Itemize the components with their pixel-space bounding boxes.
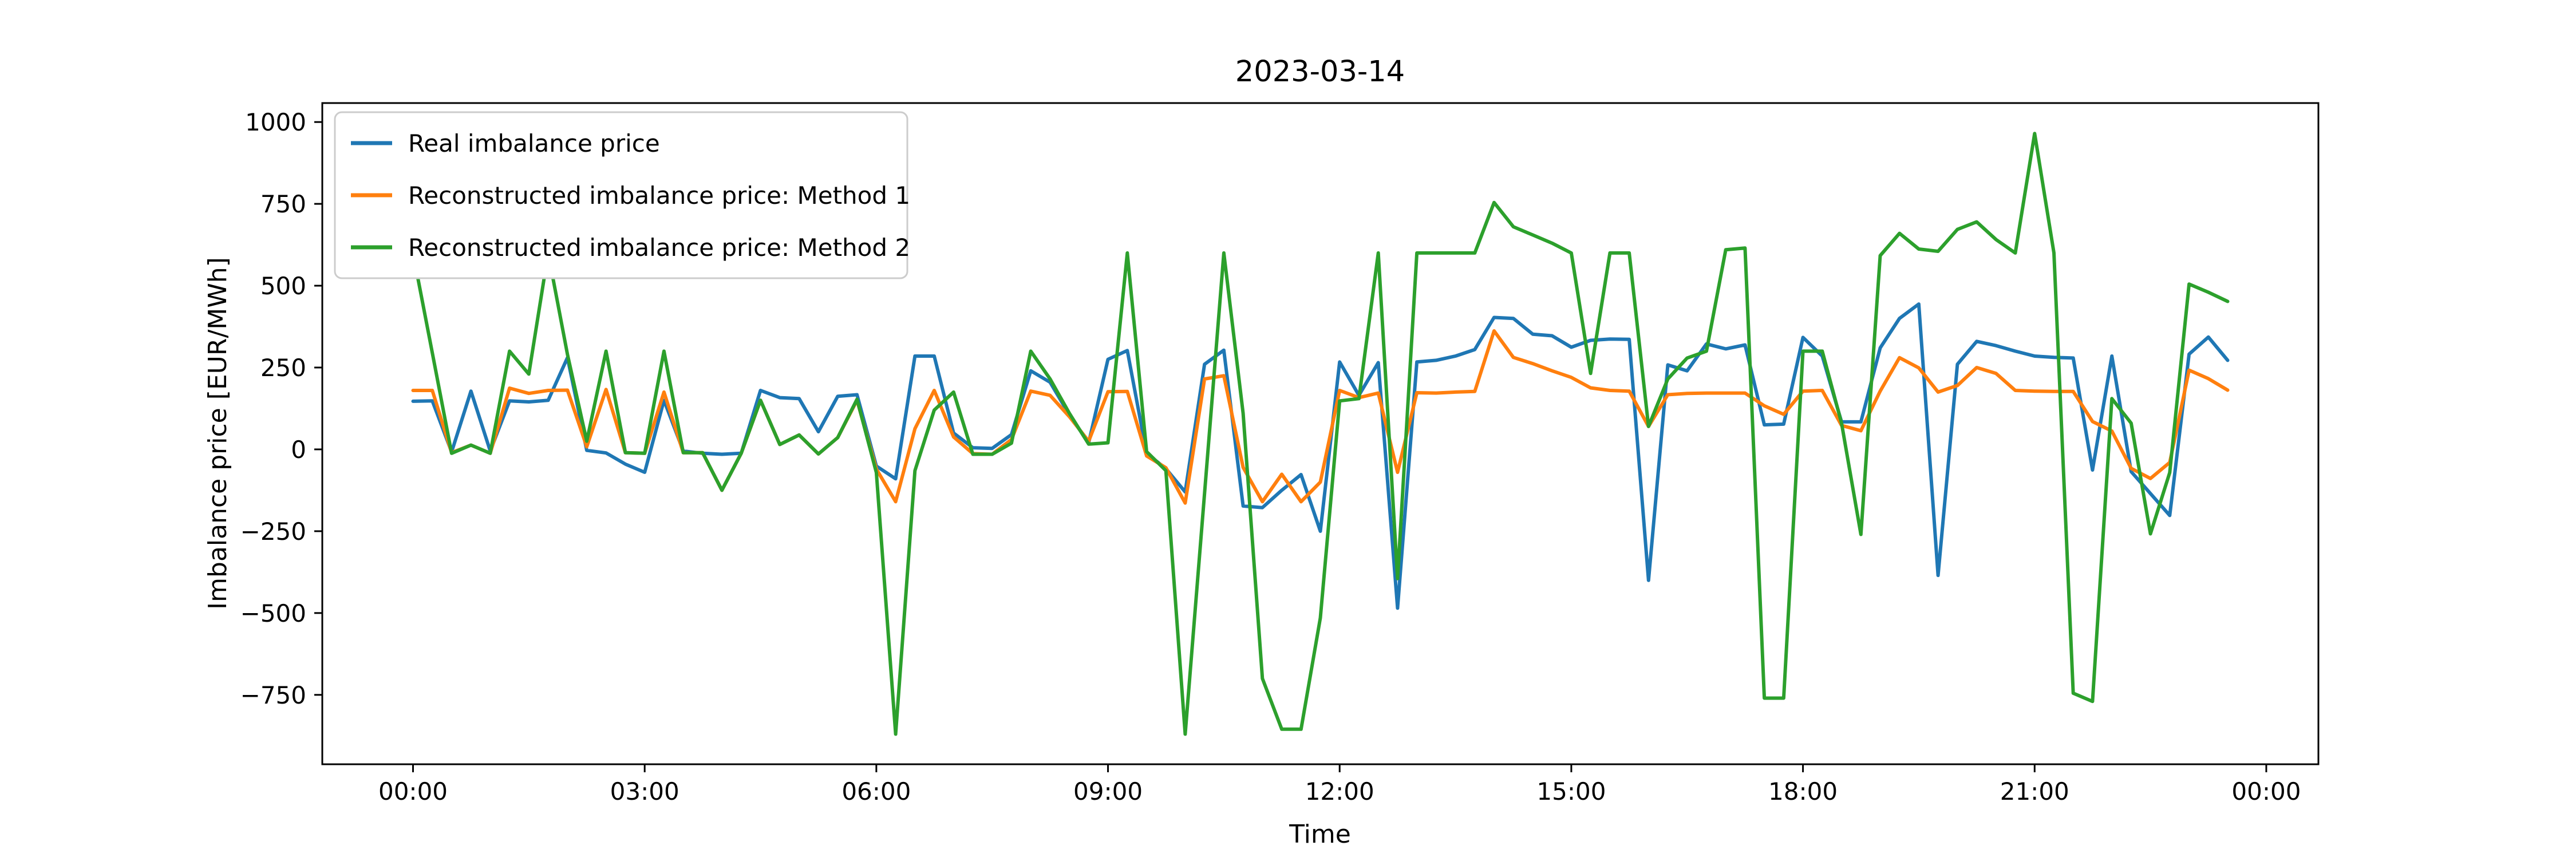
axis-ticks: 00:00 03:00 06:00 09:00 12:00 15:00 18:00 21:00…: [240, 108, 2301, 805]
x-tick-label: 06:00: [841, 777, 911, 805]
y-tick-label: 750: [260, 190, 306, 218]
x-tick-label: 15:00: [1536, 777, 1606, 805]
y-tick-label: 1000: [245, 108, 306, 136]
series-lines: [411, 132, 2230, 736]
y-tick-label: 0: [291, 436, 306, 464]
series-line-reconstructed-imbalance-price-method-2: [411, 132, 2230, 736]
x-axis-label: Time: [1289, 820, 1351, 849]
y-tick-label: −500: [240, 599, 306, 627]
x-tick-label: 00:00: [2231, 777, 2301, 805]
legend-label-reconstructed-imbalance-price-method-2: Reconstructed imbalance price: Method 2: [408, 234, 910, 262]
axes-spines: [321, 102, 2320, 765]
y-tick-label: −250: [240, 518, 306, 546]
x-tick-label: 09:00: [1073, 777, 1143, 805]
y-tick-label: −750: [240, 681, 306, 709]
x-tick-label: 18:00: [1768, 777, 1838, 805]
legend-label-real-imbalance-price: Real imbalance price: [408, 129, 660, 157]
x-tick-label: 00:00: [378, 777, 448, 805]
legend-box: [334, 111, 908, 279]
x-tick-label: 21:00: [2000, 777, 2069, 805]
x-tick-label: 03:00: [610, 777, 679, 805]
series-line-real-imbalance-price: [411, 302, 2230, 610]
legend: Real imbalance price Reconstructed imbala…: [334, 111, 910, 279]
legend-label-reconstructed-imbalance-price-method-1: Reconstructed imbalance price: Method 1: [408, 181, 910, 210]
chart-title: 2023-03-14: [1235, 55, 1405, 89]
y-tick-label: 500: [260, 272, 306, 300]
x-tick-label: 12:00: [1305, 777, 1374, 805]
y-axis-label: Imbalance price [EUR/MWh]: [203, 257, 232, 610]
y-tick-label: 250: [260, 354, 306, 382]
